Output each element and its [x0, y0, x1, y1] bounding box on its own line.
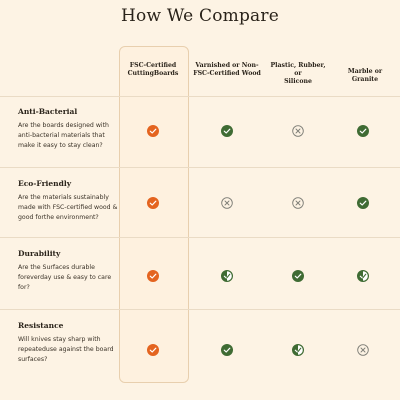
check-green-icon [357, 194, 369, 209]
row-title: Resistance [18, 321, 64, 330]
check-orange-icon [147, 267, 159, 282]
column-header-line: Silicone [284, 78, 312, 85]
column-header-marble: Marble or Granite [334, 68, 396, 84]
check-green-icon [221, 341, 233, 356]
row-description: Will knives stay sharp with repeateduse … [18, 336, 114, 363]
row-divider [0, 237, 400, 238]
column-header-line: FSC-Certified Wood [193, 70, 261, 77]
column-header-line: CuttingBoards [127, 70, 179, 77]
x-circle-icon [292, 122, 304, 137]
column-header-line: FSC-Certified [129, 62, 177, 69]
check-green-icon [357, 122, 369, 137]
check-orange-icon [147, 194, 159, 209]
row-title: Anti-Bacterial [18, 107, 78, 116]
row-description: Are the materials sustainably made with … [18, 194, 118, 221]
check-green-icon [221, 122, 233, 137]
column-header-line: Marble or Granite [347, 68, 383, 83]
page-title: How We Compare [121, 6, 279, 26]
check-orange-icon [147, 341, 159, 356]
row-title: Eco-Friendly [18, 179, 72, 188]
half-check-green-icon [356, 267, 370, 283]
x-circle-icon [221, 194, 233, 209]
column-header-plastic: Plastic, Rubber, or Silicone [266, 62, 330, 86]
column-header-varnished: Varnished or Non- FSC-Certified Wood [193, 62, 261, 78]
row-description: Are the boards designed with anti-bacter… [18, 122, 109, 149]
x-circle-icon [292, 194, 304, 209]
half-check-green-icon [291, 341, 305, 357]
half-check-green-icon [220, 267, 234, 283]
row-divider [0, 96, 400, 97]
row-description: Are the Surfaces durable foreverday use … [18, 264, 112, 291]
row-divider [0, 167, 400, 168]
x-circle-icon [357, 341, 369, 356]
check-green-icon [292, 267, 304, 282]
column-header-line: Plastic, Rubber, or [270, 62, 326, 77]
highlight-column [119, 46, 189, 383]
column-header-fsc: FSC-Certified CuttingBoards [122, 62, 184, 78]
row-divider [0, 309, 400, 310]
check-orange-icon [147, 122, 159, 137]
row-title: Durability [18, 249, 61, 258]
column-header-line: Varnished or Non- [195, 62, 259, 69]
